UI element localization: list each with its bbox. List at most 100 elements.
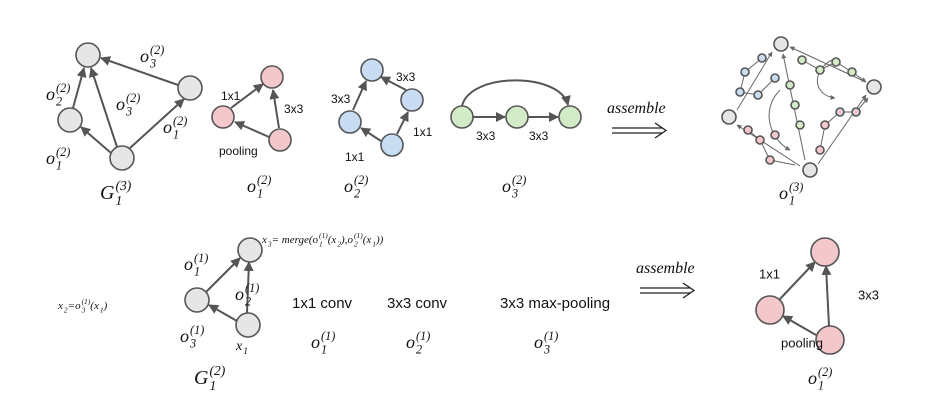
math-sub: 3 (511, 186, 518, 200)
edge-label: 3x3 max-pooling (500, 295, 610, 312)
edge-label: 3x3 (858, 287, 879, 302)
math-text: o (502, 176, 511, 196)
math-sup: (2) (56, 81, 70, 95)
math-sub: 3 (149, 56, 156, 70)
math-sub: 2 (56, 94, 62, 108)
math-sub: 1 (194, 264, 200, 278)
math-text: o (247, 176, 256, 196)
math-sub: 3 (189, 336, 196, 350)
math-sup: (2) (173, 114, 187, 128)
edge-label: 1x1 (413, 125, 433, 139)
math-text: o (311, 332, 320, 352)
math-sup: (1) (416, 329, 430, 343)
math-sup: (1) (194, 251, 208, 265)
math-text: o (808, 368, 817, 388)
edge-label: 3x3 (396, 70, 416, 84)
edge-label: pooling (781, 335, 823, 350)
math-sup: (2) (56, 145, 70, 159)
math-text: o (46, 84, 55, 104)
math-text: x (57, 300, 63, 312)
edge-label: 3x3 (529, 129, 549, 143)
math-text: G (100, 182, 115, 204)
edge-label: 3x3 (331, 92, 351, 106)
math-text: o (313, 234, 319, 246)
math-sub: 1 (319, 239, 323, 248)
math-sup: (2) (818, 365, 832, 379)
math-sub: 3 (543, 342, 550, 356)
math-sub: 1 (100, 305, 104, 314)
math-text: (x (328, 234, 337, 246)
math-sub: 2 (245, 294, 251, 308)
math-text: o (163, 117, 172, 137)
math-sup: (3) (789, 180, 803, 194)
math-sup: (1) (245, 281, 259, 295)
math-sub: 1 (257, 186, 263, 200)
edge-label: 3x3 conv (387, 295, 448, 312)
math-sub: 2 (64, 305, 68, 314)
math-sup: (2) (209, 363, 225, 379)
math-sub: 3 (125, 104, 132, 118)
math-text: assemble (607, 100, 666, 117)
math-text: o (406, 332, 415, 352)
math-sup: (1) (190, 323, 204, 337)
math-text: o (347, 234, 353, 246)
math-sup: (2) (150, 43, 164, 57)
math-text: o (235, 284, 244, 304)
edge-label: 1x1 (759, 266, 780, 281)
math-sub: 1 (209, 378, 216, 393)
math-text: o (344, 176, 353, 196)
math-sub: 2 (416, 342, 422, 356)
math-text: (x (90, 300, 99, 312)
math-sub: 1 (372, 239, 376, 248)
math-sup: (1) (354, 231, 363, 240)
math-text: ) (103, 300, 108, 312)
math-sub: 1 (321, 342, 327, 356)
math-sup: (1) (321, 329, 335, 343)
math-sub: 1 (173, 127, 179, 141)
math-sup: (3) (115, 178, 131, 194)
math-text: o (140, 46, 149, 66)
edge-label: pooling (219, 144, 258, 158)
math-sub: 2 (354, 239, 358, 248)
math-sup: (2) (512, 173, 526, 187)
math-sub: 1 (789, 193, 795, 207)
labels: o (2)3o (2)2 o (2)3o (2)1o (2)1G (3)1o (2)1 o (2)2… (46, 43, 879, 393)
math-text: o (46, 148, 55, 168)
math-text: assemble (636, 260, 695, 277)
math-text: = merge( (272, 234, 314, 246)
math-sub: 1 (56, 158, 62, 172)
math-sub: 1 (115, 193, 122, 208)
math-text: x (235, 339, 243, 354)
math-text: ), (340, 234, 348, 246)
math-sub: 2 (337, 239, 341, 248)
edge-label: 3x3 (476, 129, 496, 143)
math-text: o (75, 300, 81, 312)
math-sub: 1 (243, 347, 248, 357)
math-text: o (779, 183, 788, 203)
shapes (57, 36, 882, 355)
math-text: )) (375, 234, 384, 246)
math-sub: 3 (81, 305, 86, 314)
edge-label: 1x1 (345, 150, 365, 164)
math-sup: (2) (257, 173, 271, 187)
math-sup: (1) (319, 231, 328, 240)
math-sup: (1) (82, 297, 91, 306)
math-text: = (68, 300, 75, 312)
math-sup: (2) (354, 173, 368, 187)
math-sup: (2) (126, 91, 140, 105)
math-text: o (184, 254, 193, 274)
math-text: G (194, 367, 209, 389)
math-text: o (534, 332, 543, 352)
edge-label: 1x1 conv (292, 295, 353, 312)
math-text: o (180, 326, 189, 346)
math-text: o (116, 94, 125, 114)
math-sub: 3 (267, 239, 272, 248)
math-text: x (261, 234, 267, 246)
math-sup: (1) (544, 329, 558, 343)
edge-label: 3x3 (284, 102, 304, 116)
math-text: (x (363, 234, 372, 246)
math-sub: 1 (818, 378, 824, 392)
math-sub: 2 (354, 186, 360, 200)
edge-label: 1x1 (221, 89, 241, 103)
